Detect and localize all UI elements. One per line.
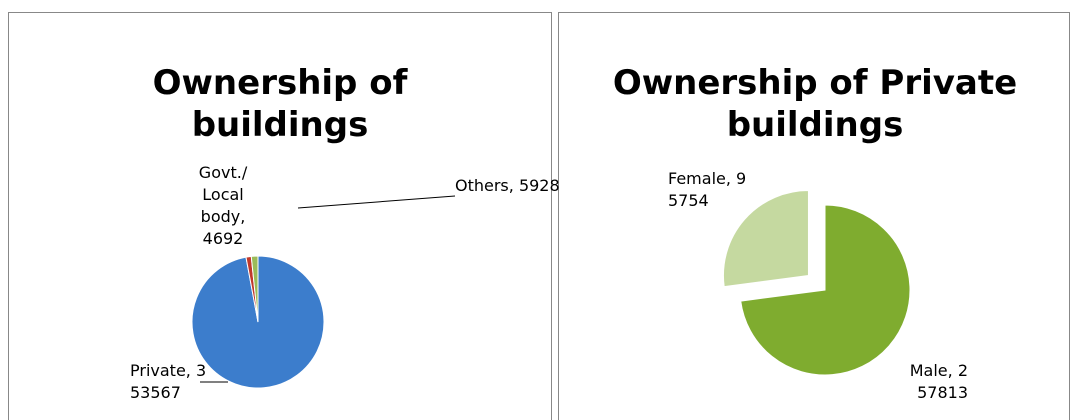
- pie-slice: [250, 255, 259, 323]
- data-label: Private, 353567: [130, 361, 207, 402]
- data-label: Female, 95754: [668, 169, 747, 210]
- leader-line: [297, 195, 456, 209]
- chart-panel: [8, 12, 552, 420]
- data-label: Govt./Local body, 4692: [198, 163, 248, 248]
- chart-title: Ownership of Private buildings: [612, 63, 1018, 145]
- chart-panel: [558, 12, 1070, 420]
- pie-slice: [740, 204, 911, 376]
- data-label: Others, 5928: [455, 176, 560, 195]
- pie-slice: [723, 189, 809, 288]
- chart-title: Ownership of buildings: [152, 63, 408, 145]
- data-label: Male, 257813: [909, 361, 968, 402]
